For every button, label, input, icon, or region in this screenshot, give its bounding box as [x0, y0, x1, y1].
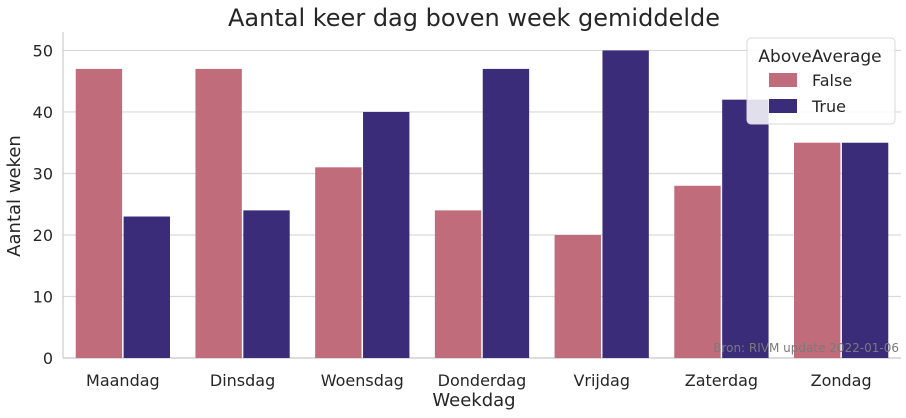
bar-false-woensdag	[315, 167, 362, 358]
bar-false-dinsdag	[195, 68, 242, 358]
y-tick-label: 10	[33, 287, 53, 306]
bar-false-donderdag	[434, 210, 482, 358]
x-tick-label: Dinsdag	[210, 371, 275, 390]
legend-label-true: True	[811, 97, 846, 116]
bar-true-donderdag	[482, 68, 530, 358]
bar-false-maandag	[75, 68, 123, 358]
bar-true-zaterdag	[722, 99, 769, 359]
x-tick-label: Donderdag	[438, 371, 527, 390]
x-axis-label: Weekdag	[432, 390, 515, 411]
bar-true-woensdag	[363, 111, 410, 358]
x-tick-labels: Maandag Dinsdag Woensdag Donderdag Vrijdag Za…	[86, 371, 872, 390]
y-axis-label: Aantal weken	[4, 135, 25, 257]
y-tick-label: 20	[33, 226, 53, 245]
legend: AboveAverage False True	[746, 37, 896, 125]
legend-swatch-true	[769, 99, 797, 113]
bar-true-maandag	[123, 216, 170, 358]
bar-false-vrijdag	[554, 234, 601, 358]
x-tick-label: Woensdag	[321, 371, 404, 390]
legend-title: AboveAverage	[758, 47, 881, 67]
legend-swatch-false	[769, 73, 797, 87]
source-note: Bron: RIVM update 2022-01-06	[713, 341, 899, 355]
x-tick-label: Vrijdag	[573, 371, 630, 390]
y-tick-label: 40	[33, 103, 53, 122]
bar-true-dinsdag	[243, 210, 290, 358]
x-tick-label: Maandag	[86, 371, 160, 390]
bar-true-vrijdag	[602, 50, 649, 359]
chart-title: Aantal keer dag boven week gemiddelde	[228, 4, 720, 32]
y-tick-label: 50	[33, 41, 53, 60]
x-tick-label: Zondag	[811, 371, 872, 390]
legend-label-false: False	[812, 71, 852, 90]
bar-false-zondag	[794, 142, 841, 358]
y-tick-labels: 0 10 20 30 40 50	[33, 41, 53, 368]
bar-false-zaterdag	[674, 185, 721, 358]
bar-true-zondag	[841, 142, 889, 358]
x-tick-label: Zaterdag	[685, 371, 758, 390]
bars	[75, 50, 889, 359]
y-tick-label: 30	[33, 164, 53, 183]
y-tick-label: 0	[43, 349, 53, 368]
